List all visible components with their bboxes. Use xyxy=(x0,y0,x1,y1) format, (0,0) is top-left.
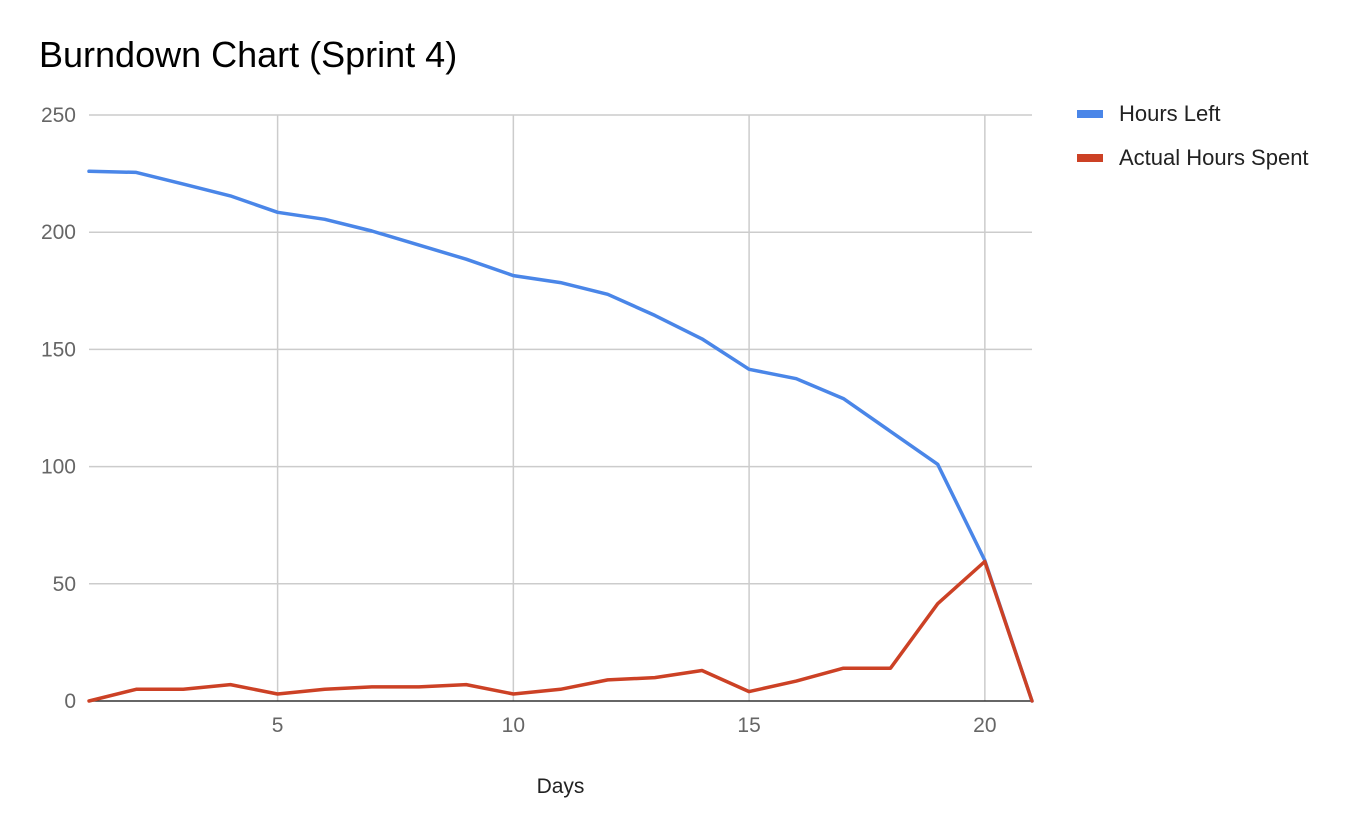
legend-item: Hours Left xyxy=(1077,101,1221,127)
legend-swatch xyxy=(1077,154,1103,162)
chart-title: Burndown Chart (Sprint 4) xyxy=(39,34,458,75)
x-tick-label: 20 xyxy=(973,714,996,737)
legend-label: Actual Hours Spent xyxy=(1119,145,1309,170)
y-tick-label: 200 xyxy=(41,221,76,244)
x-tick-label: 10 xyxy=(502,714,525,737)
x-tick-label: 15 xyxy=(737,714,760,737)
series-line-hours-left xyxy=(87,169,1034,703)
y-tick-label: 100 xyxy=(41,456,76,479)
y-tick-label: 150 xyxy=(41,338,76,361)
x-axis-title: Days xyxy=(537,775,585,798)
series-line-actual-hours-spent xyxy=(87,559,1034,703)
legend-swatch xyxy=(1077,110,1103,118)
y-tick-label: 0 xyxy=(64,690,76,713)
y-tick-label: 50 xyxy=(53,573,76,596)
legend-label: Hours Left xyxy=(1119,101,1221,126)
x-tick-label: 5 xyxy=(272,714,284,737)
y-tick-label: 250 xyxy=(41,104,76,127)
legend-item: Actual Hours Spent xyxy=(1077,145,1309,171)
